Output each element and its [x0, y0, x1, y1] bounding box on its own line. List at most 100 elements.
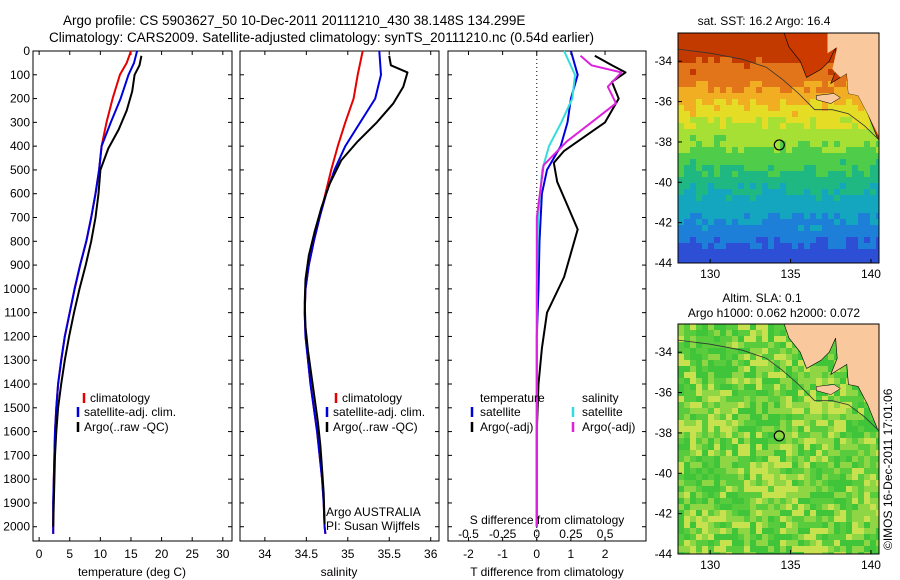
map-cell — [768, 129, 774, 135]
map-cell — [684, 426, 690, 432]
map-cell — [756, 105, 762, 111]
map-cell — [786, 528, 792, 534]
map-cell — [810, 201, 816, 207]
map-cell — [738, 492, 744, 498]
map-cell — [762, 546, 768, 552]
map-cell — [858, 510, 864, 516]
map-cell — [840, 207, 846, 213]
map-cell — [870, 534, 876, 540]
map-cell — [750, 534, 756, 540]
map-cell — [738, 171, 744, 177]
difference-plot: -2 -1 0 1 2-0.5 -0.25 0 0.25 0.5 — [458, 50, 627, 561]
map-cell — [780, 243, 786, 249]
map-cell — [804, 552, 810, 554]
map-cell — [744, 123, 750, 129]
map-cell — [702, 426, 708, 432]
map-cell — [828, 57, 834, 63]
map-cell — [714, 468, 720, 474]
map-cell — [696, 195, 702, 201]
map-cell — [708, 402, 714, 408]
map-cell — [780, 510, 786, 516]
map-cell — [846, 159, 852, 165]
map-cell — [738, 504, 744, 510]
map-cell — [762, 468, 768, 474]
title-line-2: Climatology: CARS2009. Satellite-adjuste… — [49, 30, 594, 45]
map-cell — [678, 432, 684, 438]
map-cell — [816, 522, 822, 528]
map-cell — [846, 255, 852, 261]
map-cell — [762, 255, 768, 261]
map-cell — [726, 219, 732, 225]
map-cell — [720, 189, 726, 195]
map-cell — [720, 402, 726, 408]
map-cell — [828, 486, 834, 492]
map-cell — [690, 414, 696, 420]
map-cell — [756, 201, 762, 207]
map-cell — [846, 99, 852, 105]
map-cell — [858, 462, 864, 468]
map-cell — [846, 249, 852, 255]
map-cell — [858, 213, 864, 219]
map-cell — [720, 123, 726, 129]
map-cell — [804, 237, 810, 243]
map-cell — [870, 540, 876, 546]
map-cell — [702, 522, 708, 528]
map-cell — [684, 105, 690, 111]
map-cell — [828, 75, 834, 81]
map-cell — [678, 528, 684, 534]
map-cell — [714, 153, 720, 159]
map-cell — [744, 39, 750, 45]
map-cell — [828, 516, 834, 522]
map-cell — [762, 534, 768, 540]
map-cell — [798, 546, 804, 552]
map-cell — [756, 189, 762, 195]
map-cell — [696, 546, 702, 552]
map-cell — [780, 117, 786, 123]
map-cell — [828, 372, 834, 378]
map-cell — [804, 378, 810, 384]
map-cell — [816, 165, 822, 171]
map-cell — [786, 390, 792, 396]
map-cell — [678, 450, 684, 456]
map-cell — [828, 219, 834, 225]
legend-label: climatology — [342, 391, 402, 405]
map-cell — [678, 546, 684, 552]
map-cell — [798, 462, 804, 468]
map-cell — [786, 378, 792, 384]
map-cell — [756, 354, 762, 360]
map-cell — [756, 450, 762, 456]
map-cell — [756, 249, 762, 255]
map-cell — [798, 195, 804, 201]
map-cell — [738, 255, 744, 261]
map-cell — [750, 165, 756, 171]
map-cell — [732, 342, 738, 348]
map-cell — [852, 510, 858, 516]
map-cell — [762, 105, 768, 111]
map-cell — [678, 213, 684, 219]
map-cell — [768, 105, 774, 111]
map-cell — [768, 474, 774, 480]
map-cell — [846, 462, 852, 468]
map-cell — [864, 528, 870, 534]
map-cell — [726, 213, 732, 219]
map-cell — [684, 75, 690, 81]
s-difference-tick-label: 0.25 — [559, 527, 583, 541]
map-cell — [738, 444, 744, 450]
map-cell — [792, 348, 798, 354]
map-cell — [702, 474, 708, 480]
map-cell — [738, 33, 744, 39]
map-cell — [828, 468, 834, 474]
map-cell — [696, 171, 702, 177]
map-cell — [696, 480, 702, 486]
map-cell — [738, 462, 744, 468]
map-cell — [798, 249, 804, 255]
map-cell — [792, 99, 798, 105]
map-cell — [816, 402, 822, 408]
map-cell — [786, 153, 792, 159]
map-cell — [864, 522, 870, 528]
map-cell — [762, 414, 768, 420]
map-cell — [786, 165, 792, 171]
map-cell — [834, 432, 840, 438]
map-cell — [738, 213, 744, 219]
map-cell — [840, 456, 846, 462]
